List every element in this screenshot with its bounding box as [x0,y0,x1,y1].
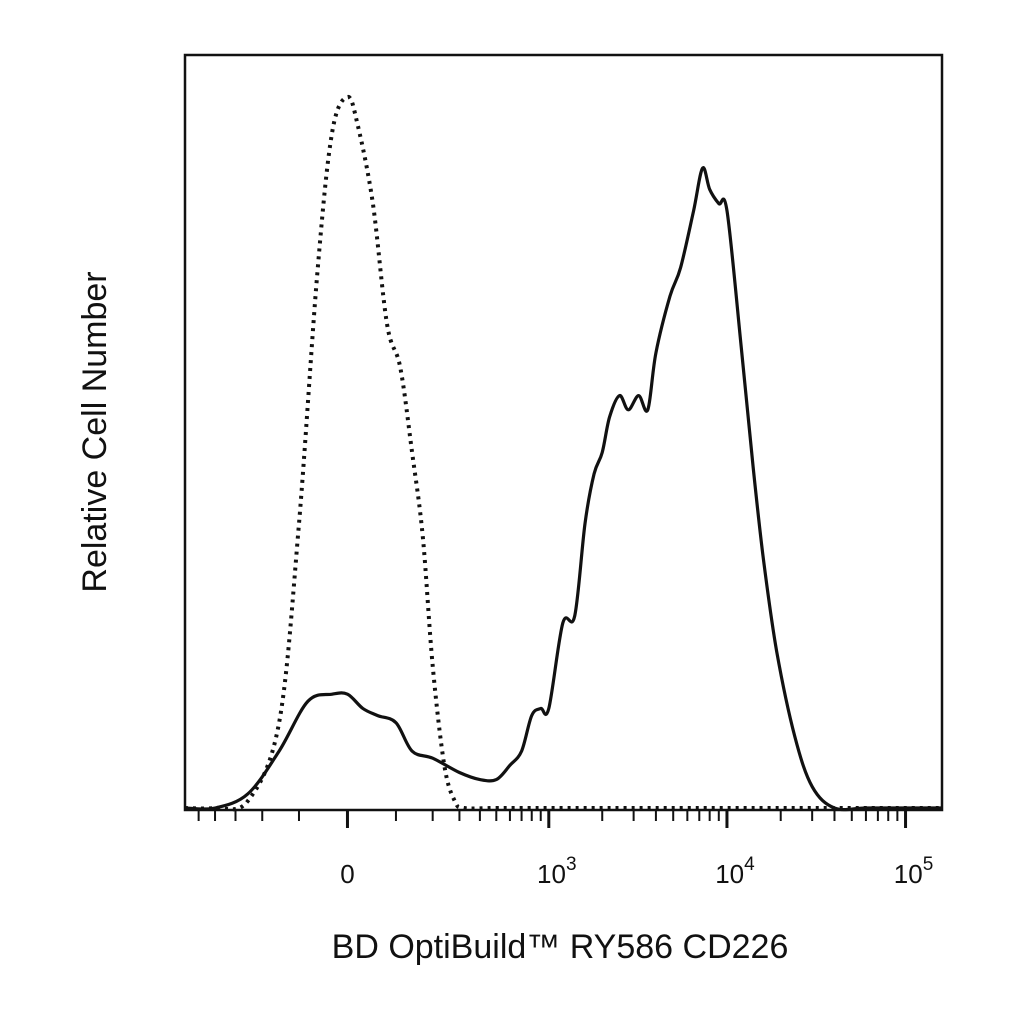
x-axis-label: BD OptiBuild™ RY586 CD226 [332,928,789,966]
series-solid-curve [184,166,942,812]
series-layer [184,95,942,812]
plot-frame [183,53,944,812]
x-tick-label-3: 105 [894,854,934,889]
x-axis-tick-labels: 0 103 104 105 [340,854,933,889]
x-tick-label-0: 0 [340,859,354,889]
x-axis-ticks [197,810,908,828]
x-tick-label-2: 104 [715,854,755,889]
series-dotted-curve [184,95,942,812]
x-tick-label-1: 103 [537,854,577,889]
y-axis-label: Relative Cell Number [76,271,114,592]
